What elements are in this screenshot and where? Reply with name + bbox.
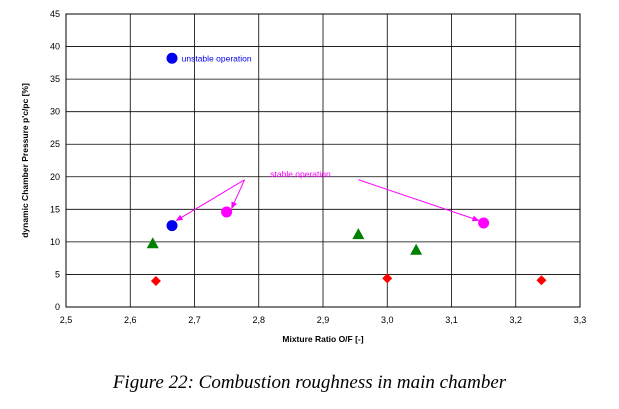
y-tick-label: 5 bbox=[55, 269, 60, 279]
annotations: unstable operation stable operation bbox=[182, 53, 331, 179]
x-tick-label: 3,3 bbox=[574, 315, 587, 325]
data-point bbox=[146, 237, 159, 249]
y-tick-label: 20 bbox=[50, 172, 60, 182]
x-tick-labels: 2,5 2,6 2,7 2,8 2,9 3,0 3,1 3,2 3,3 bbox=[60, 315, 587, 325]
grid-lines bbox=[65, 13, 581, 308]
annotation-arrow bbox=[175, 179, 245, 221]
x-tick-label: 2,5 bbox=[60, 315, 73, 325]
y-tick-label: 0 bbox=[55, 302, 60, 312]
x-tick-label: 2,6 bbox=[124, 315, 137, 325]
y-tick-label: 45 bbox=[50, 9, 60, 19]
data-point bbox=[478, 217, 490, 229]
annotation-arrows bbox=[175, 179, 480, 222]
y-tick-label: 25 bbox=[50, 139, 60, 149]
y-tick-label: 35 bbox=[50, 74, 60, 84]
data-point bbox=[352, 228, 365, 240]
data-point bbox=[221, 206, 233, 218]
y-tick-label: 40 bbox=[50, 42, 60, 52]
data-point bbox=[410, 243, 423, 255]
y-tick-labels: 0 5 10 15 20 25 30 35 40 45 bbox=[50, 9, 60, 312]
x-tick-label: 2,8 bbox=[252, 315, 265, 325]
annotation-arrow bbox=[358, 179, 480, 222]
data-points bbox=[146, 52, 547, 286]
annotation-text: stable operation bbox=[270, 169, 331, 179]
data-point bbox=[536, 275, 547, 286]
y-tick-label: 30 bbox=[50, 107, 60, 117]
y-tick-label: 15 bbox=[50, 204, 60, 214]
x-tick-label: 3,1 bbox=[445, 315, 458, 325]
figure-caption: Figure 22: Combustion roughness in main … bbox=[112, 372, 507, 393]
data-point bbox=[166, 220, 178, 232]
annotation-arrow bbox=[231, 179, 245, 209]
x-tick-label: 3,2 bbox=[509, 315, 522, 325]
data-point bbox=[382, 273, 393, 284]
x-tick-label: 2,9 bbox=[317, 315, 330, 325]
y-tick-label: 10 bbox=[50, 237, 60, 247]
y-axis-label: dynamic Chamber Pressure p'c/pc [%] bbox=[20, 83, 30, 238]
x-tick-label: 2,7 bbox=[188, 315, 201, 325]
data-point bbox=[166, 52, 178, 64]
x-axis-label: Mixture Ratio O/F [-] bbox=[282, 334, 363, 344]
annotation-text: unstable operation bbox=[182, 53, 252, 63]
scatter-chart: 2,5 2,6 2,7 2,8 2,9 3,0 3,1 3,2 3,3 0 5 10 15 20 25 30… bbox=[20, 9, 587, 344]
x-tick-label: 3,0 bbox=[381, 315, 394, 325]
data-point bbox=[150, 275, 161, 286]
